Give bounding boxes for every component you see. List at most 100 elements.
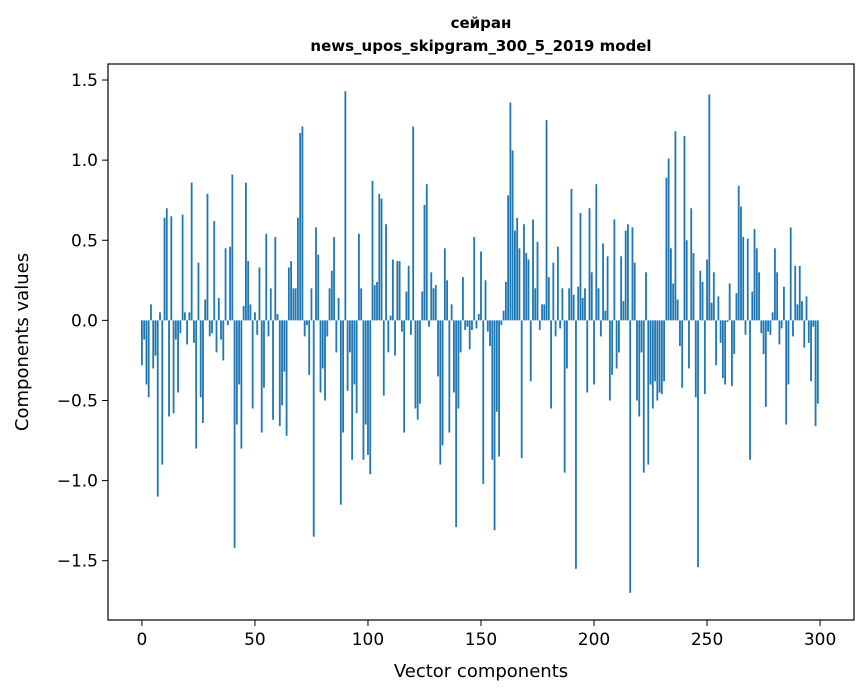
bar bbox=[387, 320, 390, 353]
bar bbox=[762, 320, 765, 355]
bar bbox=[389, 315, 392, 321]
bar bbox=[543, 304, 546, 321]
bar bbox=[287, 267, 290, 321]
bar bbox=[674, 131, 677, 321]
bar bbox=[412, 126, 415, 321]
y-tick-label: 1.0 bbox=[71, 151, 98, 171]
bar bbox=[177, 320, 179, 393]
bar bbox=[667, 158, 670, 321]
bar bbox=[380, 198, 383, 321]
bar bbox=[810, 320, 812, 382]
bar bbox=[312, 320, 315, 537]
bar bbox=[278, 320, 281, 427]
bar bbox=[400, 320, 403, 332]
bar bbox=[405, 291, 408, 321]
bar bbox=[247, 261, 250, 321]
bar bbox=[656, 320, 659, 401]
bar bbox=[647, 320, 650, 465]
bar bbox=[367, 320, 369, 455]
bar bbox=[315, 227, 317, 321]
bar bbox=[272, 320, 274, 420]
bar bbox=[179, 320, 182, 334]
bar bbox=[403, 320, 406, 433]
bar bbox=[495, 320, 498, 412]
bar bbox=[493, 320, 496, 531]
bar bbox=[475, 320, 478, 329]
bar bbox=[486, 320, 489, 332]
bar bbox=[593, 320, 595, 385]
bar bbox=[394, 320, 396, 356]
bar bbox=[337, 297, 340, 321]
bars-group bbox=[141, 91, 819, 593]
bar bbox=[523, 224, 525, 321]
bar bbox=[292, 288, 295, 321]
bar bbox=[649, 320, 652, 385]
bar bbox=[798, 265, 801, 321]
bar bbox=[258, 267, 261, 321]
bar bbox=[504, 281, 507, 321]
bar bbox=[294, 288, 297, 321]
bar bbox=[159, 312, 161, 321]
bar bbox=[150, 304, 152, 321]
chart-title-line-2: news_upos_skipgram_300_5_2019 model bbox=[310, 37, 651, 55]
bar bbox=[437, 320, 439, 377]
bar bbox=[803, 320, 806, 348]
bar bbox=[789, 227, 792, 321]
bar bbox=[220, 320, 222, 340]
y-tick-label: −1.0 bbox=[57, 472, 98, 492]
bar bbox=[735, 293, 738, 321]
bar bbox=[520, 320, 523, 459]
bar bbox=[629, 320, 632, 593]
bar bbox=[665, 177, 668, 321]
bar bbox=[536, 241, 539, 321]
bar bbox=[358, 233, 360, 321]
bar bbox=[697, 320, 699, 568]
bar bbox=[240, 320, 243, 449]
bar bbox=[719, 320, 722, 343]
bar bbox=[443, 248, 446, 321]
bar bbox=[161, 320, 164, 465]
x-axis-ticks: 0 50 100 150 200 250 300 bbox=[136, 620, 836, 650]
bar bbox=[143, 320, 146, 340]
bar bbox=[792, 320, 794, 337]
bar bbox=[328, 288, 331, 321]
chart-title-line-1: сейран bbox=[451, 14, 512, 32]
bar bbox=[215, 320, 218, 353]
bar bbox=[285, 320, 288, 436]
bar bbox=[274, 237, 277, 321]
bar bbox=[669, 248, 672, 321]
bar bbox=[764, 320, 767, 407]
bar bbox=[432, 288, 435, 321]
bar bbox=[566, 320, 568, 369]
bar bbox=[398, 261, 401, 321]
bar bbox=[627, 224, 629, 321]
bar bbox=[731, 320, 733, 387]
bar bbox=[740, 206, 742, 321]
bar bbox=[197, 262, 200, 321]
bar bbox=[733, 320, 736, 355]
bar bbox=[701, 281, 704, 321]
bar bbox=[450, 304, 453, 321]
bar bbox=[658, 320, 661, 393]
bar bbox=[814, 320, 817, 427]
bar bbox=[308, 320, 311, 375]
bar bbox=[645, 272, 647, 321]
bar bbox=[572, 294, 575, 321]
bar bbox=[238, 320, 241, 385]
bar bbox=[267, 320, 270, 337]
bar bbox=[642, 320, 645, 473]
bar bbox=[706, 259, 708, 321]
bar bbox=[617, 320, 620, 353]
bar bbox=[529, 320, 532, 382]
bar bbox=[785, 320, 788, 425]
bar bbox=[538, 320, 541, 330]
bar bbox=[787, 320, 790, 385]
bar bbox=[202, 320, 204, 423]
bar bbox=[776, 272, 779, 321]
bar bbox=[396, 261, 399, 321]
bar bbox=[468, 320, 471, 350]
bar bbox=[588, 208, 591, 321]
bar bbox=[373, 285, 376, 321]
bar bbox=[807, 320, 810, 343]
bar bbox=[211, 320, 213, 334]
